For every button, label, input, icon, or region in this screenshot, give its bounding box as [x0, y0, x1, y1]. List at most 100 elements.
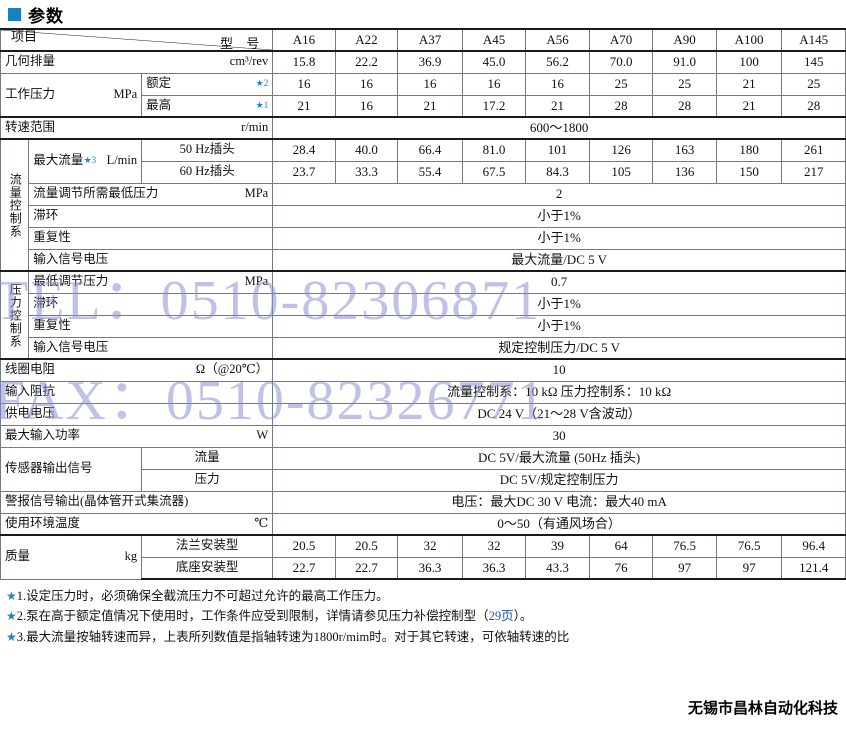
table-row-alarm-output: 警报信号输出(晶体管开式集流器) 电压：最大DC 30 V 电流：最大40 mA: [0, 490, 846, 514]
cell-displacement-a90: 91.0: [652, 50, 717, 74]
cell-pressure-rated-a22: 16: [334, 72, 399, 96]
sub-label-sensor-pressure: 压力: [141, 468, 274, 492]
model-header-a90: A90: [652, 28, 717, 52]
row-label-max-flow: 最大流量 ★3 L/min: [28, 138, 143, 184]
table-row-max-power: 最大输入功率 W 30: [0, 424, 846, 448]
bullet-square-icon: [8, 8, 21, 21]
cell-pressure-max-a56: 21: [525, 94, 590, 118]
cell-flow-hysteresis-value: 小于1%: [272, 204, 846, 228]
cell-flow-min-pressure-value: 2: [272, 182, 846, 206]
row-label-flow-input-signal: 输入信号电压: [28, 248, 274, 272]
unit-text: r/min: [241, 120, 269, 135]
cell-press-repeatability-value: 小于1%: [272, 314, 846, 338]
table-row-flow-min-pressure: 流量调节所需最低压力 MPa 2: [1, 182, 846, 206]
cell-flow50-a45: 81.0: [461, 138, 527, 162]
label-text: 质量: [5, 549, 31, 564]
unit-text: L/min: [106, 153, 138, 168]
footnote-1: ★1.设定压力时，必须确保全截流压力不可超过允许的最高工作压力。: [6, 586, 846, 606]
cell-press-input-signal-value: 规定控制压力/DC 5 V: [272, 336, 846, 360]
cell-flow50-a90: 163: [652, 138, 717, 162]
cell-displacement-a37: 36.9: [397, 50, 463, 74]
sub-label-mass-flange: 法兰安装型: [141, 534, 274, 558]
model-header-a56: A56: [525, 28, 590, 52]
table-row-mass-flange: 质量 kg 法兰安装型 20.5 20.5 32 32 39 64 76.5 7…: [0, 534, 846, 580]
table-row-displacement: 几何排量 cm³/rev 15.8 22.2 36.9 45.0 56.2 70…: [0, 50, 846, 74]
cell-displacement-a16: 15.8: [272, 50, 336, 74]
cell-mass-flange-a16: 20.5: [272, 534, 336, 558]
cell-input-impedance-value: 流量控制系：10 kΩ 压力控制系：10 kΩ: [272, 380, 846, 404]
cell-flow-repeatability-value: 小于1%: [272, 226, 846, 250]
row-label-working-pressure: 工作压力 MPa: [0, 72, 143, 118]
row-label-press-min-adjust: 最低调节压力 MPa: [28, 270, 274, 294]
cell-mass-base-a16: 22.7: [272, 556, 336, 580]
footnote-2-number: 2.: [16, 609, 27, 624]
unit-text: Ω（@20℃）: [195, 362, 269, 377]
diagonal-divider-icon: [1, 30, 273, 50]
footnote-2-text: 泵在高于额定值情况下使用时，工作条件应受到限制，详情请参见压力补偿控制型（: [26, 609, 489, 624]
cell-pressure-rated-a16: 16: [272, 72, 336, 96]
unit-text: kg: [124, 549, 138, 564]
table-row-flow-input-signal: 输入信号电压 最大流量/DC 5 V: [1, 248, 846, 272]
cell-flow50-a56: 101: [525, 138, 590, 162]
row-label-sensor-output: 传感器输出信号: [0, 446, 143, 492]
model-header-a100: A100: [715, 28, 783, 52]
row-label-supply-voltage: 供电电压: [0, 402, 274, 426]
cell-alarm-output-value: 电压：最大DC 30 V 电流：最大40 mA: [272, 490, 846, 514]
footnote-star-icon: ★: [6, 609, 17, 624]
footnote-3-text: 最大流量按轴转速而异，上表所列数值是指轴转速为1800r/mim时。对于其它转速…: [26, 629, 570, 644]
cell-flow60-a45: 67.5: [461, 160, 527, 184]
label-text: 最低调节压力: [33, 274, 109, 289]
unit-text: MPa: [244, 186, 269, 201]
cell-displacement-a100: 100: [715, 50, 783, 74]
row-label-flow-min-pressure: 流量调节所需最低压力 MPa: [28, 182, 274, 206]
table-row-mass-base: 底座安装型 22.7 22.7 36.3 36.3 43.3 76 97 97 …: [1, 556, 846, 580]
footnote-star-icon: ★: [6, 589, 17, 603]
corner-model-label: 型 号: [219, 36, 265, 51]
table-row-flow-60hz: 60 Hz插头 23.7 33.3 55.4 67.5 84.3 105 136…: [1, 160, 846, 184]
footnote-1-number: 1.: [16, 589, 27, 603]
cell-pressure-rated-a70: 25: [588, 72, 654, 96]
unit-text: cm³/rev: [229, 54, 269, 69]
unit-text: MPa: [244, 274, 269, 289]
label-text: 最大流量: [33, 153, 84, 168]
model-header-a70: A70: [588, 28, 654, 52]
cell-flow50-a70: 126: [588, 138, 654, 162]
row-label-press-input-signal: 输入信号电压: [28, 336, 274, 360]
table-row-press-repeatability: 重复性 小于1%: [1, 314, 846, 338]
cell-flow60-a16: 23.7: [272, 160, 336, 184]
cell-coil-resistance-value: 10: [272, 358, 846, 382]
row-label-coil-resistance: 线圈电阻 Ω（@20℃）: [0, 358, 274, 382]
label-text: 转速范围: [5, 120, 56, 135]
cell-displacement-a145: 145: [781, 50, 846, 74]
sub-label-max: 最高 ★1: [141, 94, 274, 118]
model-header-a22: A22: [334, 28, 399, 52]
cell-pressure-max-a16: 21: [272, 94, 336, 118]
label-text: 最大输入功率: [5, 428, 81, 443]
cell-mass-flange-a90: 76.5: [652, 534, 717, 558]
cell-supply-voltage-value: DC 24 V（21～28 V含波动）: [272, 402, 846, 426]
sub-label-mass-base: 底座安装型: [141, 556, 274, 580]
cell-flow50-a100: 180: [715, 138, 783, 162]
unit-text: MPa: [113, 86, 138, 101]
footnote-2-page-link[interactable]: 29页: [488, 609, 514, 624]
row-label-press-hysteresis: 滞环: [28, 292, 274, 316]
model-header-a145: A145: [781, 28, 846, 52]
page-title-text: 参数: [28, 7, 64, 27]
table-row-speed-range: 转速范围 r/min 600～1800: [0, 116, 846, 140]
label-text: 流量调节所需最低压力: [33, 186, 159, 201]
cell-pressure-rated-a100: 21: [715, 72, 783, 96]
table-row-flow-hysteresis: 滞环 小于1%: [1, 204, 846, 228]
cell-pressure-max-a22: 16: [334, 94, 399, 118]
cell-flow60-a37: 55.4: [397, 160, 463, 184]
cell-flow60-a90: 136: [652, 160, 717, 184]
cell-flow50-a37: 66.4: [397, 138, 463, 162]
sub-label-text: 最高: [146, 97, 172, 112]
cell-mass-base-a37: 36.3: [397, 556, 463, 580]
cell-pressure-max-a45: 17.2: [461, 94, 527, 118]
cell-mass-flange-a145: 96.4: [781, 534, 846, 558]
row-label-flow-hysteresis: 滞环: [28, 204, 274, 228]
cell-mass-base-a56: 43.3: [525, 556, 590, 580]
footnote-2: ★2.泵在高于额定值情况下使用时，工作条件应受到限制，详情请参见压力补偿控制型（…: [6, 606, 846, 626]
footnote-marker-2: ★2: [255, 78, 269, 89]
cell-flow60-a145: 217: [781, 160, 846, 184]
